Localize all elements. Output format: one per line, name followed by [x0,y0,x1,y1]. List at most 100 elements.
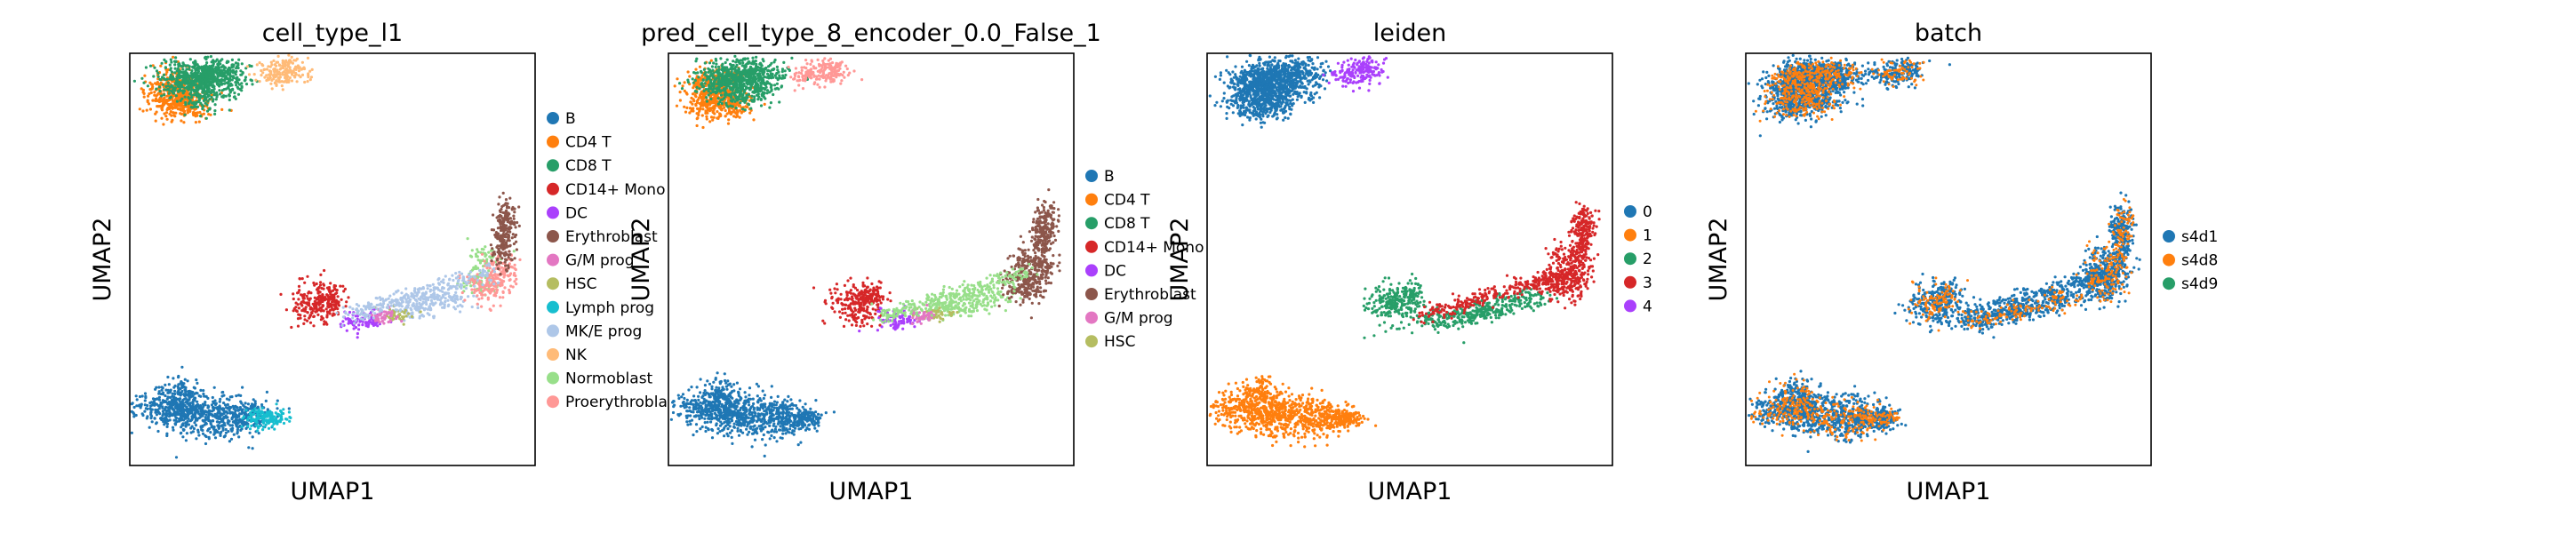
point [202,87,206,91]
point [244,76,248,79]
point [205,109,210,113]
point [732,110,736,114]
point [490,259,493,263]
point [173,86,177,90]
point [364,315,367,319]
point [499,225,502,228]
plot-area [130,53,535,465]
point [422,301,426,305]
point [228,398,231,402]
point [698,107,701,111]
point [506,235,509,239]
point [492,304,495,307]
point [451,298,454,301]
point [228,93,231,97]
point [228,73,232,76]
point [431,282,435,286]
point [319,281,323,284]
point [712,115,716,119]
point [328,290,332,293]
point [253,410,257,414]
point [790,56,794,60]
point [700,114,704,117]
point [267,426,271,430]
point [184,397,188,401]
point [169,58,172,61]
point [492,270,497,274]
point [773,58,777,62]
point [734,60,738,64]
point [240,425,244,428]
point [177,374,180,378]
point [428,290,432,293]
point [157,85,161,89]
point [444,297,447,300]
point [215,417,219,420]
point [220,78,223,82]
point [470,288,474,291]
point [389,314,393,318]
point [204,78,207,82]
point [356,336,359,339]
point [237,78,241,82]
legend-label-mk-e-prog: MK/E prog [565,322,642,340]
point [226,86,229,90]
point [180,119,183,123]
point [286,63,290,68]
point [234,73,237,76]
point [268,65,272,68]
point [245,65,250,68]
point [168,96,172,99]
point [712,108,716,112]
point [227,422,230,426]
point [354,319,357,322]
point [375,307,379,311]
point [479,281,483,284]
point [144,394,148,398]
point [678,91,682,94]
point [312,324,316,328]
point [255,63,259,67]
point [300,277,304,281]
point [192,81,196,84]
point [701,96,706,99]
point [200,428,204,432]
point [313,283,316,287]
point [452,293,456,298]
point [432,314,436,318]
point [190,415,194,418]
point [185,68,188,71]
point [368,319,372,322]
point [292,59,296,62]
point [348,306,352,309]
point [484,293,487,297]
point [234,404,237,408]
point [135,404,139,408]
point [452,278,455,282]
point [400,320,404,323]
point [334,306,338,309]
scatter-cloud [130,53,522,459]
point [184,424,188,427]
point [256,415,260,418]
point [146,84,149,88]
point [173,115,177,118]
point [514,274,517,278]
point [417,289,420,292]
point [327,306,331,309]
point [228,405,231,409]
point [500,217,504,220]
point [163,73,166,76]
point [204,418,207,422]
point [689,100,692,104]
point [303,314,307,318]
point [712,61,716,65]
point [249,419,253,423]
point [202,404,205,409]
point [490,256,493,259]
point [208,73,212,76]
point [160,108,164,112]
point [420,306,423,309]
point [489,278,493,282]
point [705,106,708,109]
